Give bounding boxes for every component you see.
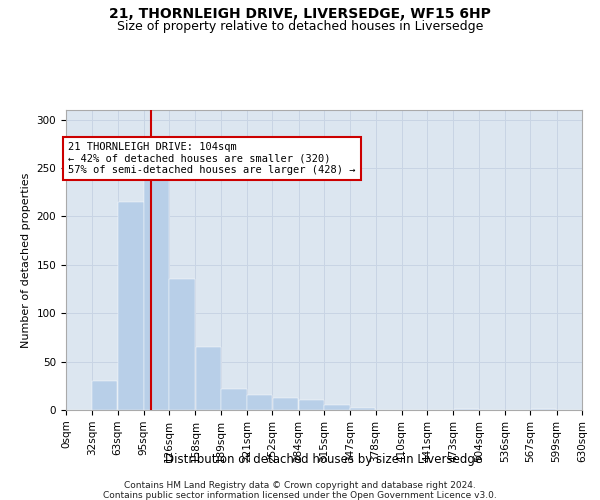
Bar — [221, 388, 247, 410]
Bar — [196, 347, 221, 410]
Bar — [92, 381, 118, 410]
Text: 21, THORNLEIGH DRIVE, LIVERSEDGE, WF15 6HP: 21, THORNLEIGH DRIVE, LIVERSEDGE, WF15 6… — [109, 8, 491, 22]
Y-axis label: Number of detached properties: Number of detached properties — [21, 172, 31, 348]
Text: Contains public sector information licensed under the Open Government Licence v3: Contains public sector information licen… — [103, 491, 497, 500]
Text: 21 THORNLEIGH DRIVE: 104sqm
← 42% of detached houses are smaller (320)
57% of se: 21 THORNLEIGH DRIVE: 104sqm ← 42% of det… — [68, 142, 356, 175]
Bar — [530, 409, 556, 410]
Text: Size of property relative to detached houses in Liversedge: Size of property relative to detached ho… — [117, 20, 483, 33]
Bar — [144, 173, 169, 410]
Bar — [169, 280, 195, 410]
Bar — [272, 398, 298, 410]
Text: Contains HM Land Registry data © Crown copyright and database right 2024.: Contains HM Land Registry data © Crown c… — [124, 481, 476, 490]
Bar — [454, 409, 479, 410]
Bar — [350, 408, 376, 410]
Bar — [247, 396, 272, 410]
Bar — [118, 202, 143, 410]
Bar — [299, 400, 324, 410]
Bar — [324, 405, 350, 410]
Text: Distribution of detached houses by size in Liversedge: Distribution of detached houses by size … — [166, 452, 482, 466]
